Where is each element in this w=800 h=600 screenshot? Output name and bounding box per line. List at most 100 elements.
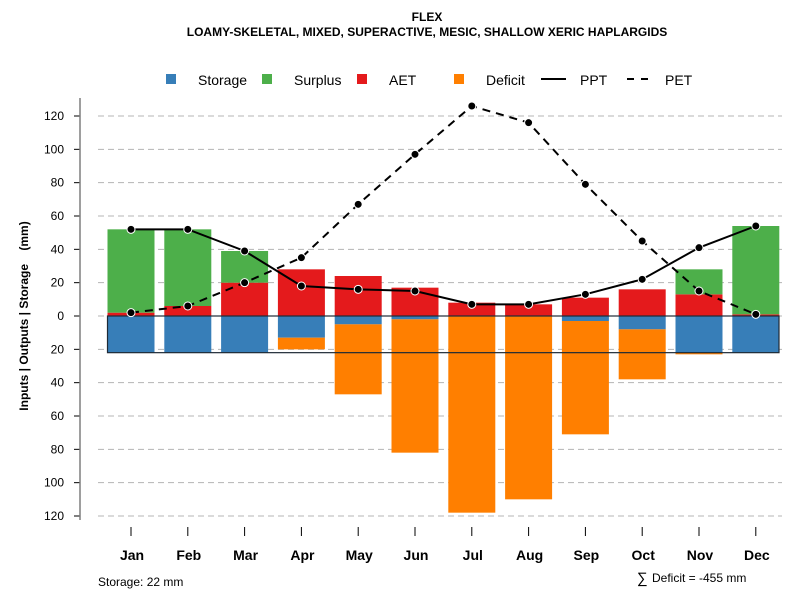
legend-swatch-deficit [454, 74, 464, 84]
point-ppt [353, 284, 363, 294]
legend-label-pet: PET [665, 72, 693, 88]
bar-surplus [107, 229, 155, 313]
bar-aet [448, 302, 496, 316]
bar-deficit [448, 316, 496, 513]
x-tick-label: Sep [574, 547, 600, 563]
point-pet [296, 253, 306, 263]
point-ppt [751, 221, 761, 231]
point-ppt [410, 286, 420, 296]
point-pet [240, 278, 250, 288]
x-tick-label: Feb [176, 547, 201, 563]
bar-storage [618, 316, 666, 330]
storage-note: Storage: 22 mm [98, 575, 183, 589]
x-tick-label: Jul [463, 547, 483, 563]
point-pet [410, 149, 420, 159]
point-pet [353, 199, 363, 209]
point-ppt [524, 299, 534, 309]
bar-aet [561, 297, 609, 316]
legend-label-ppt: PPT [580, 72, 608, 88]
y-tick-label: 60 [51, 409, 65, 423]
point-ppt [240, 246, 250, 256]
y-tick-label: 100 [44, 142, 64, 156]
bar-aet [164, 306, 212, 316]
bar-deficit [277, 337, 325, 350]
storage-capacity-frame [106, 315, 780, 354]
gridlines [98, 115, 782, 517]
deficit-sum-icon: ∑ [637, 570, 648, 587]
line-pet [130, 104, 757, 316]
bar-aet [505, 304, 553, 316]
point-ppt [580, 289, 590, 299]
bar-aet [675, 294, 723, 316]
point-ppt [126, 224, 136, 234]
y-tick-label: 120 [44, 109, 64, 123]
bars [107, 226, 780, 513]
bar-deficit [391, 319, 439, 453]
legend-label-deficit: Deficit [486, 72, 525, 88]
point-pet [126, 308, 136, 318]
x-tick-label: Oct [632, 547, 656, 563]
point-pet [637, 236, 647, 246]
point-ppt [296, 281, 306, 291]
bar-deficit [675, 352, 723, 355]
y-axis: 120 100 80 60 40 20 0 20 40 60 80 100 120 [44, 98, 81, 523]
x-tick-label: Jan [120, 547, 144, 563]
bar-storage [675, 316, 723, 353]
bar-deficit [618, 329, 666, 380]
point-pet [524, 118, 534, 128]
y-tick-label: 120 [44, 509, 64, 523]
y-tick-label: 100 [44, 476, 64, 490]
y-tick-label: 20 [51, 342, 65, 356]
bar-aet [334, 276, 382, 316]
legend-label-aet: AET [389, 72, 417, 88]
bar-storage [561, 316, 609, 321]
x-tick-label: Mar [233, 547, 258, 563]
point-pet [751, 309, 761, 319]
x-tick-label: Jun [404, 547, 429, 563]
y-tick-label: 60 [51, 209, 65, 223]
bar-storage [732, 316, 780, 353]
x-tick-label: Dec [744, 547, 770, 563]
point-ppt [637, 274, 647, 284]
bar-surplus [732, 226, 780, 315]
y-tick-label: 20 [51, 276, 65, 290]
bar-surplus [221, 251, 269, 283]
x-tick-label: May [346, 547, 373, 563]
y-tick-label: 40 [51, 242, 65, 256]
point-ppt [467, 299, 477, 309]
point-ppt [694, 243, 704, 253]
point-pet [183, 301, 193, 311]
legend-swatch-surplus [262, 74, 272, 84]
bar-storage [391, 316, 439, 320]
legend-label-storage: Storage [198, 72, 247, 88]
legend-swatch-aet [357, 74, 367, 84]
deficit-note: Deficit = -455 mm [652, 571, 746, 585]
bar-deficit [505, 316, 553, 500]
bar-aet [618, 289, 666, 316]
y-tick-label: 0 [57, 309, 64, 323]
point-ppt [183, 224, 193, 234]
line-series [126, 101, 761, 319]
bar-storage [221, 316, 269, 353]
bar-aet [221, 282, 269, 316]
bar-storage [164, 316, 212, 353]
chart-subtitle: LOAMY-SKELETAL, MIXED, SUPERACTIVE, MESI… [187, 25, 667, 39]
storage-frame-rect [106, 315, 780, 354]
bar-storage [334, 316, 382, 325]
bar-storage [107, 316, 155, 353]
bar-storage [277, 316, 325, 338]
bar-surplus [164, 229, 212, 306]
line-ppt [131, 225, 757, 306]
legend: Storage Surplus AET Deficit PPT PET [166, 72, 693, 88]
y-axis-label: Inputs | Outputs | Storage (mm) [17, 221, 31, 410]
x-tick-label: Aug [516, 547, 543, 563]
y-tick-label: 80 [51, 442, 65, 456]
bar-deficit [334, 324, 382, 395]
x-tick-label: Nov [687, 547, 714, 563]
point-pet [580, 179, 590, 189]
bar-deficit [561, 321, 609, 435]
x-tick-label: Apr [290, 547, 315, 563]
chart-title: FLEX [412, 10, 443, 24]
legend-label-surplus: Surplus [294, 72, 341, 88]
